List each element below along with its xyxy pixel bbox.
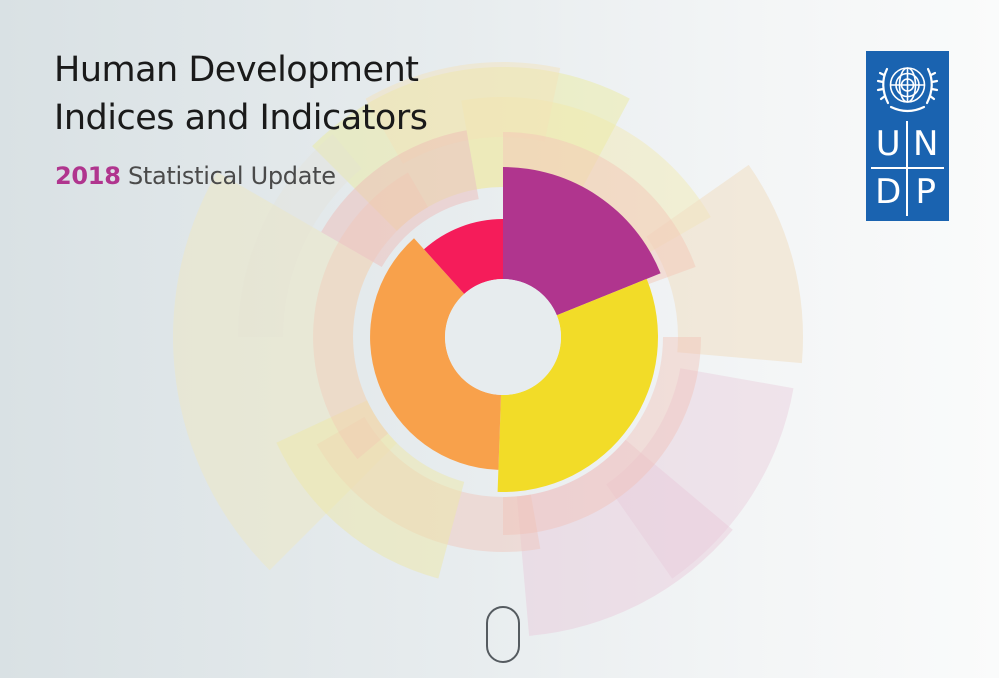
logo-letter-d: D bbox=[871, 168, 908, 216]
sunburst-outer-segment bbox=[321, 130, 479, 267]
sunburst-outer-segment bbox=[503, 337, 701, 535]
logo-letter-u: U bbox=[871, 121, 908, 169]
sunburst-outer-segment bbox=[606, 368, 794, 579]
title-line-2: Indices and Indicators bbox=[54, 98, 428, 138]
sunburst-outer-segment bbox=[646, 164, 804, 364]
subtitle: 2018 Statistical Update bbox=[55, 162, 336, 190]
sunburst-inner-segment bbox=[497, 278, 658, 492]
sunburst-outer-segment bbox=[276, 400, 465, 579]
sunburst-outer-segment bbox=[238, 134, 362, 337]
page-title: Human Development Indices and Indicators bbox=[54, 46, 428, 142]
sunburst-inner-segment bbox=[503, 167, 661, 316]
logo-letter-n: N bbox=[907, 121, 944, 169]
sunburst-outer-rings bbox=[173, 61, 804, 636]
subtitle-text: Statistical Update bbox=[127, 162, 336, 190]
title-line-1: Human Development bbox=[54, 50, 419, 90]
logo-letter-p: P bbox=[915, 172, 936, 213]
sunburst-inner-ring bbox=[370, 167, 661, 492]
sunburst-center-hole bbox=[445, 279, 561, 395]
undp-letters: U N D P bbox=[871, 121, 944, 216]
undp-logo: U N D P bbox=[866, 51, 949, 221]
sunburst-inner-segment bbox=[370, 238, 501, 470]
subtitle-year: 2018 bbox=[55, 162, 121, 190]
sunburst-outer-segment bbox=[365, 61, 561, 164]
mouse-scroll-icon[interactable] bbox=[486, 606, 520, 663]
sunburst-inner-segment bbox=[424, 218, 503, 294]
sunburst-outer-segment bbox=[516, 439, 733, 636]
sunburst-outer-segment bbox=[313, 172, 428, 460]
un-emblem-icon bbox=[876, 67, 939, 113]
